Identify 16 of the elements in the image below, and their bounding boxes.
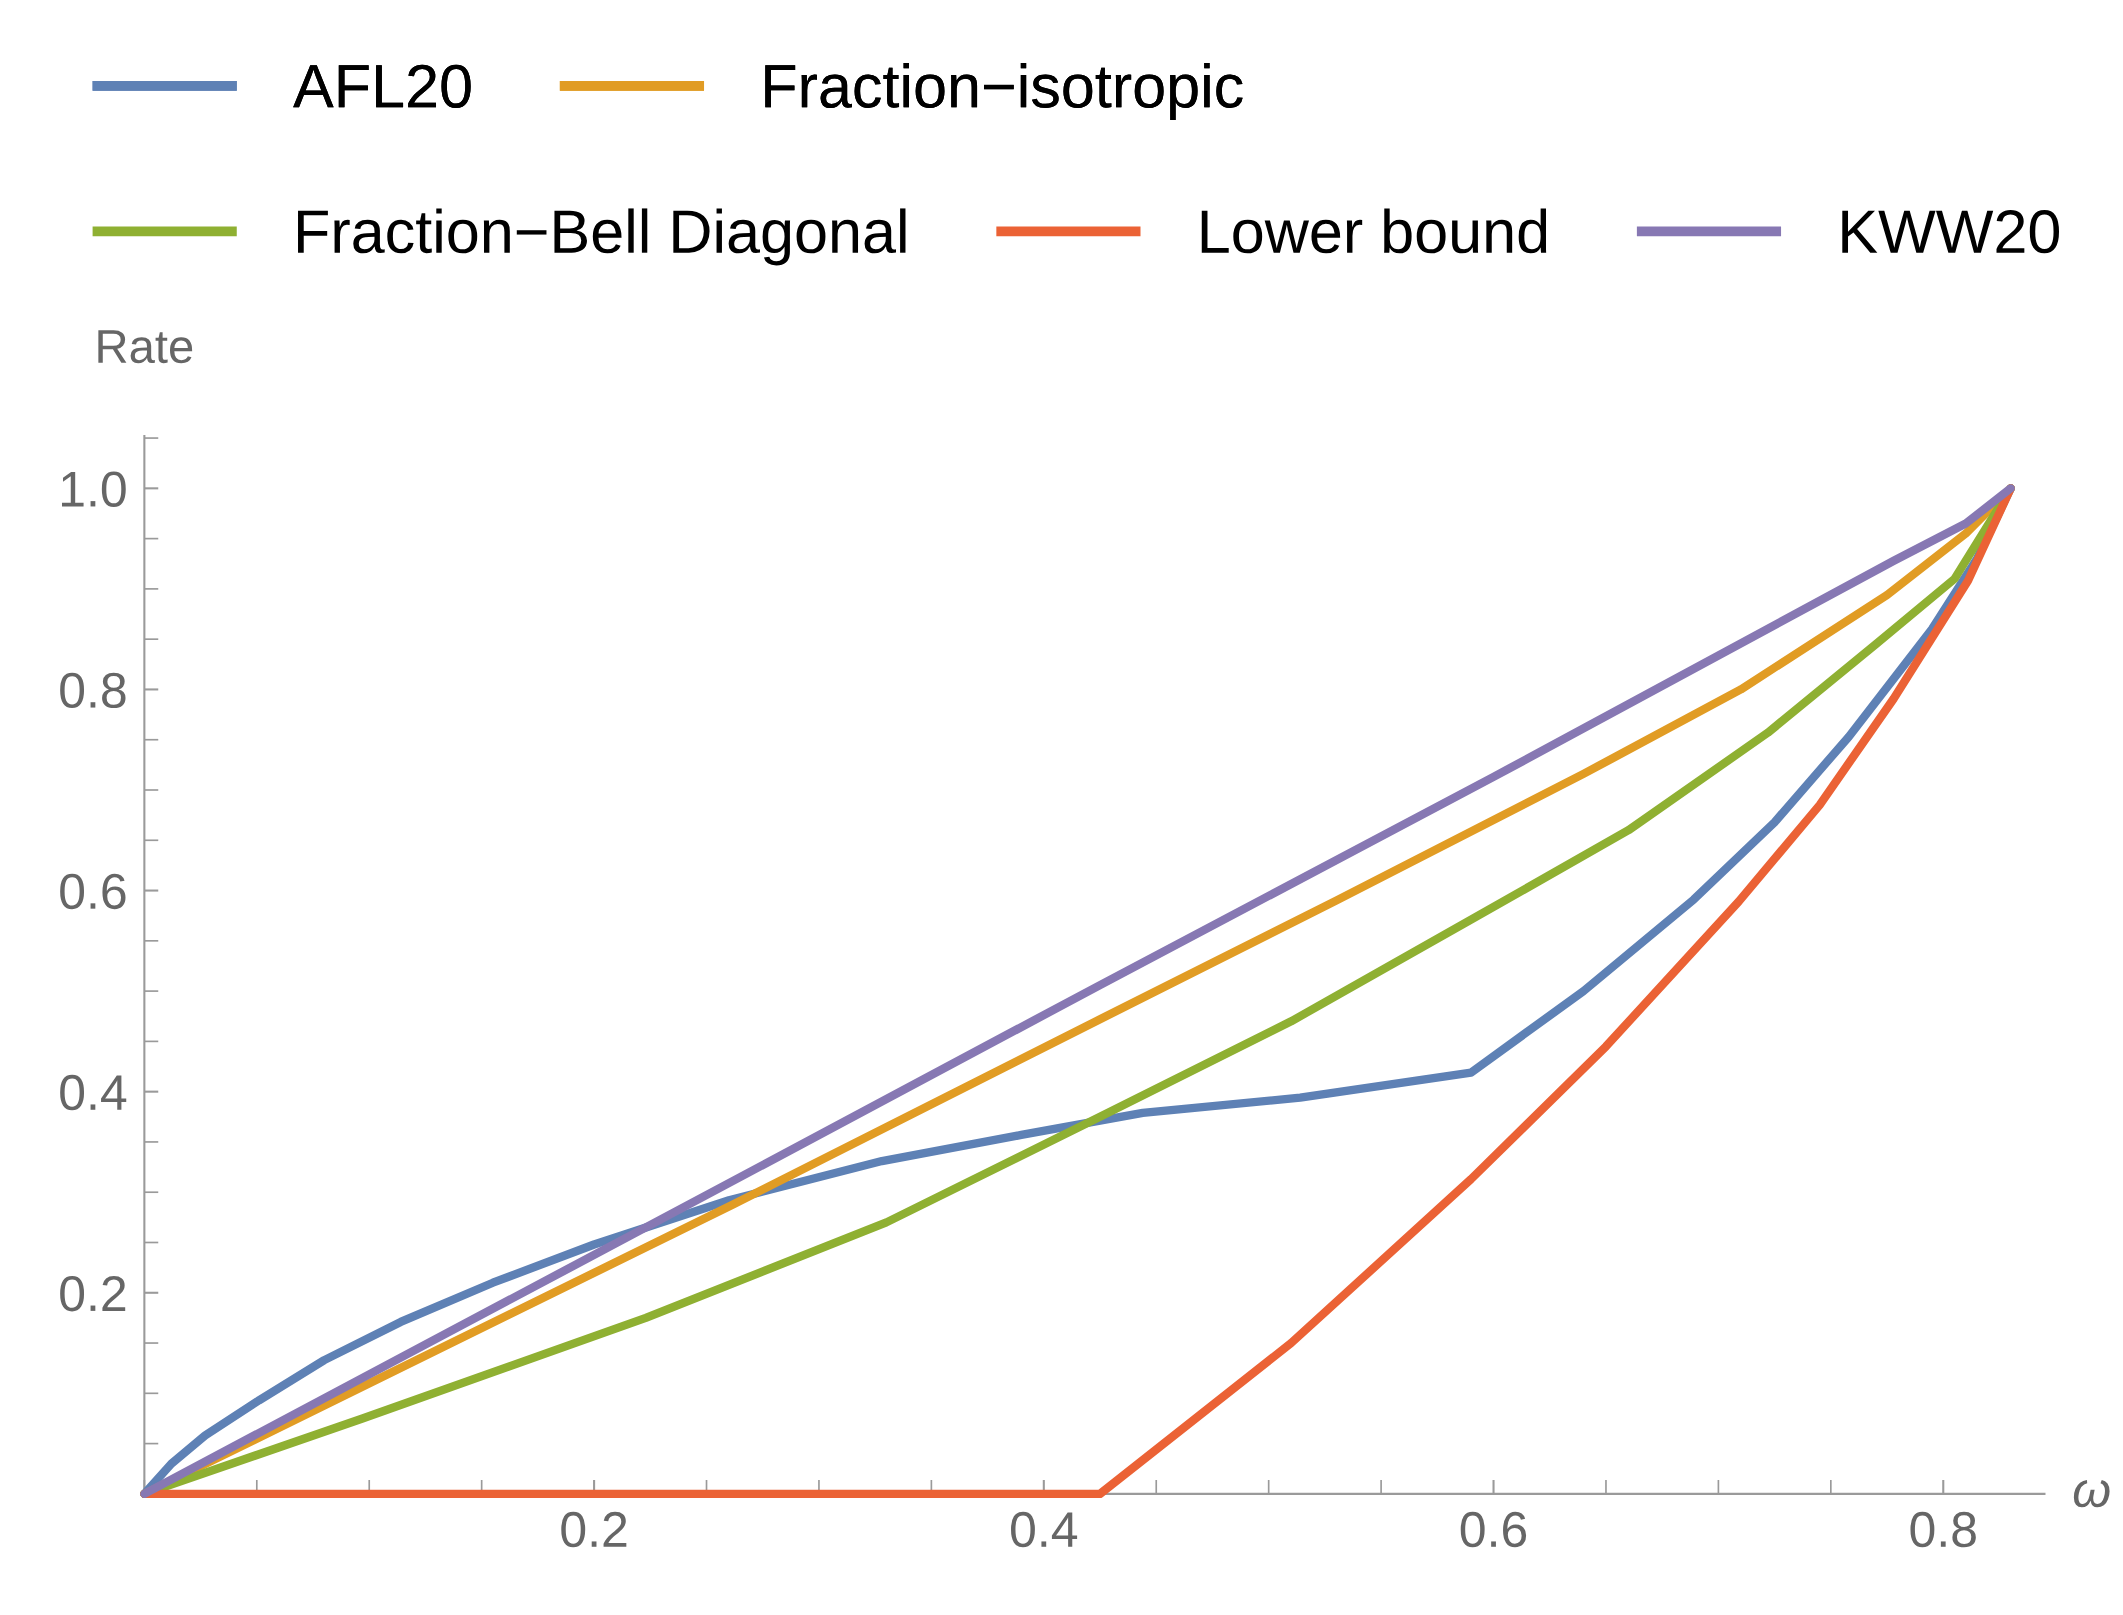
legend-label: KWW20 [1842, 210, 2060, 254]
legend-label: Fraction−Bell Diagonal [298, 208, 906, 266]
legend-label: Fraction−isotropic [765, 63, 1243, 121]
x-axis-title: ω [2073, 1479, 2110, 1508]
y-tick-label: 0.2 [60, 1275, 126, 1312]
x-tick-label: 0.2 [561, 1511, 627, 1548]
legend-label: AFL20 [293, 64, 471, 108]
legend-label: Lower bound [1201, 208, 1547, 254]
y-tick-label: 0.6 [60, 873, 126, 910]
y-tick-label: 1.0 [62, 471, 126, 507]
x-tick-label: 0.8 [1910, 1511, 1976, 1548]
y-axis-title: Rate [98, 330, 193, 364]
y-tick-label: 0.8 [60, 672, 126, 709]
x-tick-label: 0.4 [1011, 1511, 1078, 1548]
y-tick-label: 0.4 [60, 1074, 127, 1111]
x-tick-label: 0.6 [1460, 1511, 1527, 1548]
